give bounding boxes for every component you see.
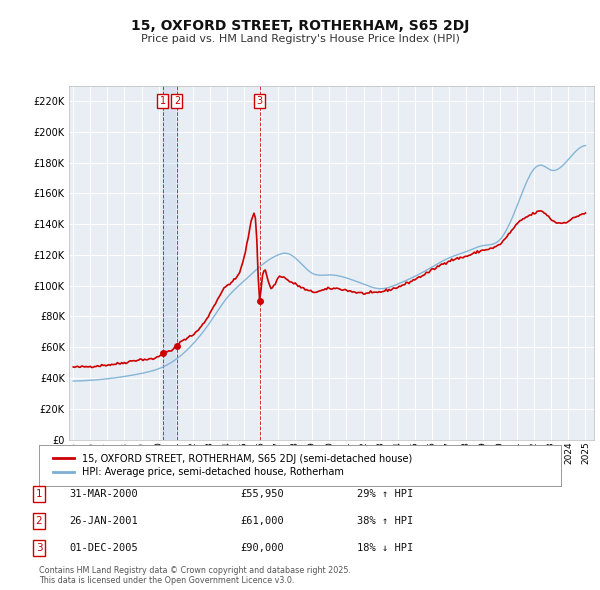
Text: 01-DEC-2005: 01-DEC-2005 [69, 543, 138, 553]
Text: Contains HM Land Registry data © Crown copyright and database right 2025.
This d: Contains HM Land Registry data © Crown c… [39, 566, 351, 585]
Text: 29% ↑ HPI: 29% ↑ HPI [357, 489, 413, 499]
Text: 2: 2 [35, 516, 43, 526]
Text: 18% ↓ HPI: 18% ↓ HPI [357, 543, 413, 553]
Text: £90,000: £90,000 [240, 543, 284, 553]
Bar [163, 86, 177, 440]
Text: 26-JAN-2001: 26-JAN-2001 [69, 516, 138, 526]
Legend: 15, OXFORD STREET, ROTHERHAM, S65 2DJ (semi-detached house), HPI: Average price,: 15, OXFORD STREET, ROTHERHAM, S65 2DJ (s… [49, 450, 416, 481]
Text: 38% ↑ HPI: 38% ↑ HPI [357, 516, 413, 526]
Text: 1: 1 [160, 96, 166, 106]
Text: £55,950: £55,950 [240, 489, 284, 499]
Text: 2: 2 [174, 96, 180, 106]
Text: 1: 1 [35, 489, 43, 499]
Text: 31-MAR-2000: 31-MAR-2000 [69, 489, 138, 499]
Text: 3: 3 [257, 96, 263, 106]
Text: 15, OXFORD STREET, ROTHERHAM, S65 2DJ: 15, OXFORD STREET, ROTHERHAM, S65 2DJ [131, 19, 469, 33]
Text: £61,000: £61,000 [240, 516, 284, 526]
Text: 3: 3 [35, 543, 43, 553]
Text: Price paid vs. HM Land Registry's House Price Index (HPI): Price paid vs. HM Land Registry's House … [140, 34, 460, 44]
